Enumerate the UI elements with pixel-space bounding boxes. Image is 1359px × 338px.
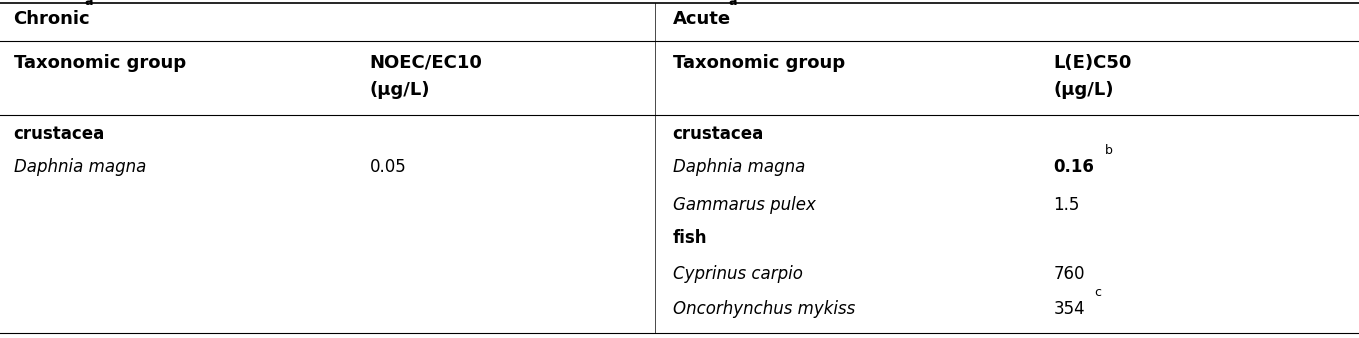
Text: Daphnia magna: Daphnia magna xyxy=(673,159,805,176)
Text: Acute: Acute xyxy=(673,10,731,28)
Text: Taxonomic group: Taxonomic group xyxy=(14,54,186,72)
Text: 1.5: 1.5 xyxy=(1053,196,1079,214)
Text: L(E)C50: L(E)C50 xyxy=(1053,54,1132,72)
Text: 354: 354 xyxy=(1053,300,1084,318)
Text: a: a xyxy=(84,0,92,8)
Text: 0.05: 0.05 xyxy=(370,159,406,176)
Text: Gammarus pulex: Gammarus pulex xyxy=(673,196,815,214)
Text: a: a xyxy=(728,0,737,8)
Text: b: b xyxy=(1105,144,1113,157)
Text: fish: fish xyxy=(673,230,707,247)
Text: 0.16: 0.16 xyxy=(1053,159,1094,176)
Text: Daphnia magna: Daphnia magna xyxy=(14,159,145,176)
Text: crustacea: crustacea xyxy=(673,125,764,143)
Text: Oncorhynchus mykiss: Oncorhynchus mykiss xyxy=(673,300,855,318)
Text: c: c xyxy=(1094,286,1101,299)
Text: (μg/L): (μg/L) xyxy=(370,81,431,99)
Text: 760: 760 xyxy=(1053,265,1084,283)
Text: Chronic: Chronic xyxy=(14,10,90,28)
Text: NOEC/EC10: NOEC/EC10 xyxy=(370,54,482,72)
Text: Cyprinus carpio: Cyprinus carpio xyxy=(673,265,803,283)
Text: (μg/L): (μg/L) xyxy=(1053,81,1114,99)
Text: crustacea: crustacea xyxy=(14,125,105,143)
Text: Taxonomic group: Taxonomic group xyxy=(673,54,845,72)
